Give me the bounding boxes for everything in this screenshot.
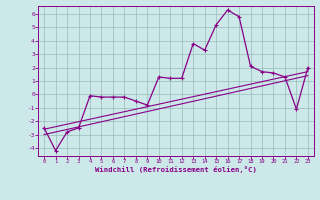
X-axis label: Windchill (Refroidissement éolien,°C): Windchill (Refroidissement éolien,°C)	[95, 166, 257, 173]
